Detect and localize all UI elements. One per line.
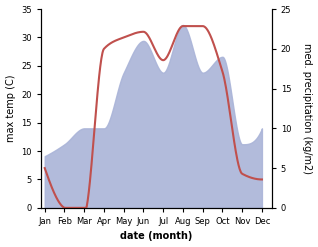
- X-axis label: date (month): date (month): [120, 231, 192, 242]
- Y-axis label: max temp (C): max temp (C): [5, 75, 16, 142]
- Y-axis label: med. precipitation (kg/m2): med. precipitation (kg/m2): [302, 43, 313, 174]
